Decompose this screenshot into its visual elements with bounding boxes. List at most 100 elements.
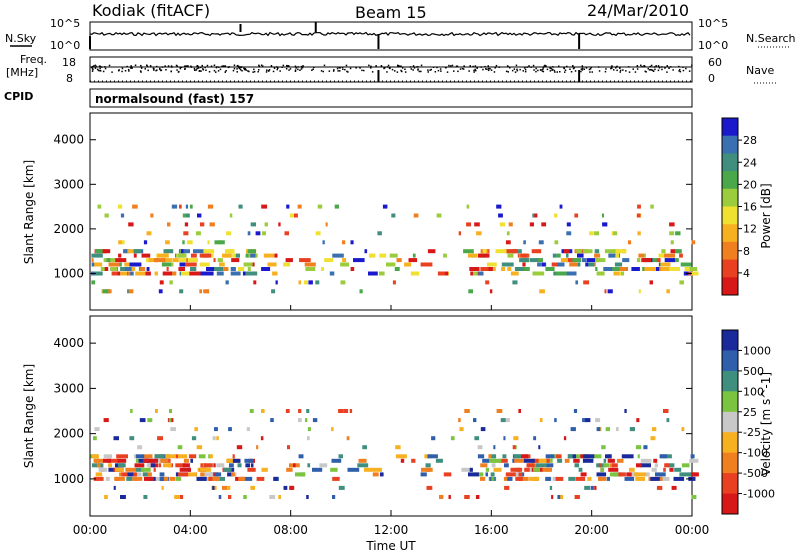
range-gate-cell bbox=[395, 454, 407, 459]
range-gate-cell bbox=[238, 267, 245, 271]
freq-point bbox=[97, 69, 100, 72]
freq-point bbox=[201, 64, 203, 67]
range-gate-cell bbox=[499, 222, 506, 227]
range-gate-cell bbox=[464, 409, 470, 413]
range-gate-cell bbox=[656, 485, 663, 490]
range-gate-cell bbox=[622, 258, 630, 263]
range-gate-cell bbox=[596, 472, 607, 477]
freq-point bbox=[412, 65, 415, 67]
freq-point bbox=[516, 69, 519, 72]
range-gate-cell bbox=[148, 258, 159, 263]
range-gate-cell bbox=[231, 472, 235, 477]
range-gate-cell bbox=[624, 409, 627, 413]
velocity-colorbar-label: Velocity [m s^-1] bbox=[759, 372, 773, 476]
range-gate-cell bbox=[636, 258, 641, 263]
range-gate-cell bbox=[330, 467, 338, 472]
range-gate-cell bbox=[179, 289, 184, 294]
freq-point bbox=[516, 68, 518, 71]
freq-point bbox=[156, 69, 158, 71]
freq-point bbox=[258, 64, 260, 67]
range-gate-cell bbox=[468, 289, 473, 294]
range-gate-cell bbox=[120, 271, 128, 276]
range-gate-cell bbox=[687, 271, 699, 276]
range-gate-cell bbox=[324, 258, 334, 263]
range-gate-cell bbox=[256, 476, 265, 481]
y-tick-label: 2000 bbox=[53, 222, 84, 236]
range-gate-cell bbox=[275, 280, 278, 285]
range-gate-cell bbox=[491, 463, 496, 468]
freq-point bbox=[243, 67, 245, 70]
noise-traces bbox=[89, 22, 691, 49]
range-gate-cell bbox=[105, 476, 110, 481]
colorbar-tick-label: 16 bbox=[743, 201, 757, 214]
range-gate-cell bbox=[506, 249, 518, 254]
range-gate-cell bbox=[684, 267, 690, 271]
range-gate-cell bbox=[588, 262, 595, 267]
freq-point bbox=[404, 71, 407, 73]
range-gate-cell bbox=[501, 267, 505, 271]
range-gate-cell bbox=[605, 454, 612, 459]
range-gate-cell bbox=[640, 458, 652, 463]
range-gate-cell bbox=[250, 463, 254, 468]
range-gate-cell bbox=[551, 262, 562, 267]
freq-point bbox=[205, 69, 207, 71]
freq-point bbox=[581, 65, 584, 67]
range-gate-cell bbox=[507, 253, 514, 258]
freq-point bbox=[221, 65, 223, 67]
range-gate-cell bbox=[600, 467, 605, 472]
range-gate-cell bbox=[474, 222, 480, 227]
colorbar-swatch bbox=[722, 330, 738, 351]
range-gate-cell bbox=[187, 258, 198, 263]
freq-point bbox=[118, 69, 120, 71]
range-gate-cell bbox=[104, 249, 111, 254]
station-title: Kodiak (fitACF) bbox=[92, 1, 210, 20]
range-gate-cell bbox=[485, 280, 490, 285]
freq-point bbox=[611, 65, 613, 67]
range-gate-cell bbox=[154, 458, 164, 463]
range-gate-cell bbox=[595, 267, 598, 271]
range-gate-cell bbox=[121, 472, 130, 477]
range-gate-cell bbox=[392, 280, 396, 285]
freq-point bbox=[167, 65, 170, 67]
range-gate-cell bbox=[496, 409, 503, 413]
range-gate-cell bbox=[138, 267, 141, 271]
range-gate-cell bbox=[222, 253, 230, 258]
range-gate-cell bbox=[595, 258, 606, 263]
range-gate-cell bbox=[436, 213, 442, 218]
freq-point bbox=[328, 70, 331, 72]
range-gate-cell bbox=[223, 467, 232, 472]
range-gate-cell bbox=[307, 427, 311, 432]
range-gate-cell bbox=[191, 436, 197, 441]
freq-point bbox=[486, 68, 488, 70]
range-gate-cell bbox=[478, 271, 484, 276]
range-gate-cell bbox=[583, 280, 590, 285]
freq-label-top: Freq. bbox=[20, 53, 47, 66]
range-gate-cell bbox=[506, 231, 510, 236]
range-gate-cell bbox=[504, 485, 510, 490]
range-gate-cell bbox=[114, 476, 125, 481]
range-gate-cell bbox=[196, 476, 207, 481]
range-gate-cell bbox=[557, 495, 561, 499]
freq-point bbox=[513, 68, 516, 70]
range-gate-cell bbox=[91, 454, 99, 459]
range-gate-cell bbox=[331, 458, 342, 463]
range-gate-cell bbox=[261, 204, 268, 209]
freq-point bbox=[258, 69, 260, 71]
freq-point bbox=[245, 69, 247, 71]
range-gate-cell bbox=[512, 458, 515, 463]
range-gate-cell bbox=[505, 418, 510, 423]
range-gate-cell bbox=[174, 495, 180, 499]
range-gate-cell bbox=[160, 458, 169, 463]
range-gate-cell bbox=[653, 458, 658, 463]
range-gate-cell bbox=[93, 458, 100, 463]
range-gate-cell bbox=[660, 262, 671, 267]
range-gate-cell bbox=[476, 231, 482, 236]
range-gate-cell bbox=[580, 472, 587, 477]
range-gate-cell bbox=[332, 253, 344, 258]
range-gate-cell bbox=[218, 495, 222, 499]
range-gate-cell bbox=[518, 409, 521, 413]
range-gate-cell bbox=[489, 454, 497, 459]
range-gate-cell bbox=[95, 249, 103, 254]
range-gate-cell bbox=[182, 463, 190, 468]
